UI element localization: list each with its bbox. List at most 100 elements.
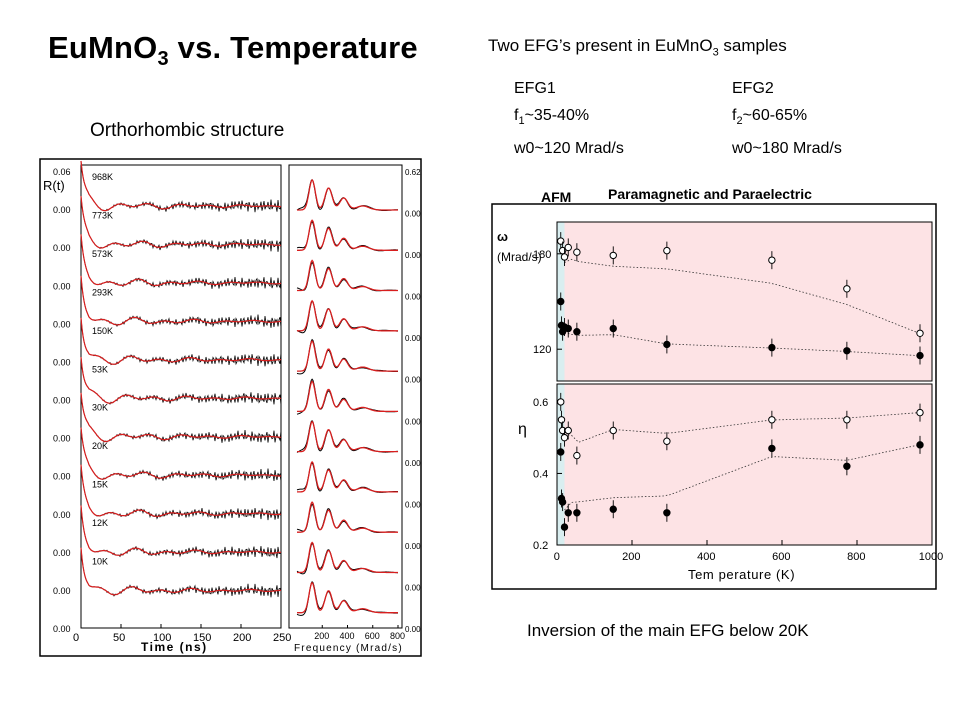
left-figure-frame [39, 158, 422, 657]
time-x-tick-label: 200 [233, 632, 251, 644]
trend-curve [564, 444, 918, 511]
open-data-point [564, 243, 572, 252]
x-tick-label: 600 [772, 551, 790, 563]
time-y-tick-label: 0.00 [53, 319, 71, 329]
filled-data-point [663, 340, 671, 349]
filled-data-point [573, 509, 581, 517]
frequency-fit-trace [297, 460, 398, 493]
frequency-y-tick-label: 0.62 [405, 168, 421, 177]
frequency-y-tick-label: 0.00 [405, 625, 421, 634]
efg2-name: EFG2 [732, 80, 774, 97]
time-x-tick-label: 150 [193, 632, 211, 644]
structure-label: Orthorhombic structure [90, 120, 285, 141]
filled-data-point [609, 324, 617, 333]
y-tick-label: 0.6 [533, 397, 548, 409]
filled-data-point [557, 297, 565, 306]
filled-data-point [557, 448, 565, 456]
efg1-name: EFG1 [514, 80, 556, 97]
frequency-fit-trace [297, 501, 398, 533]
efg1-fraction: f1~35-40% [514, 107, 590, 128]
x-tick-label: 200 [622, 551, 640, 563]
time-fit-trace [80, 317, 281, 365]
filled-data-point [843, 347, 851, 355]
afm-label: AFM [541, 189, 572, 205]
open-data-point [663, 437, 671, 445]
temperature-trace-label: 15K [92, 480, 108, 490]
temperature-trace-label: 20K [92, 441, 108, 451]
frequency-panel: 0.62 0.00 0.00 0.00 0.00 0.00 0.00 0.00 0.00 0.00… [296, 168, 421, 641]
y-tick-label: 180 [533, 249, 551, 261]
filled-data-point [768, 343, 776, 352]
frequency-fit-trace [297, 259, 398, 292]
x-tick-label: 800 [847, 551, 865, 563]
frequency-y-tick-label: 0.00 [405, 251, 421, 260]
temperature-trace-label: 12K [92, 518, 108, 528]
x-tick-label: 1000 [919, 551, 943, 563]
frequency-x-tick-label: 600 [365, 631, 380, 641]
filled-data-point [573, 328, 581, 336]
time-y-tick-label: 0.00 [53, 548, 71, 558]
open-data-point [768, 416, 776, 424]
open-data-point [557, 398, 565, 406]
time-panel-ylabel: R(t) [43, 178, 65, 193]
time-x-tick-label: 50 [113, 632, 125, 644]
frequency-y-tick-label: 0.00 [405, 583, 421, 592]
filled-data-point [558, 498, 567, 506]
time-fit-trace [80, 464, 282, 517]
frequency-fit-trace [297, 299, 398, 332]
frequency-y-tick-label: 0.00 [405, 459, 421, 468]
temperature-trace-label: 10K [92, 557, 108, 567]
time-y-tick-label: 0.00 [53, 434, 71, 444]
inversion-note: Inversion of the main EFG below 20K [527, 621, 809, 640]
time-y-tick-label: 0.00 [53, 510, 71, 520]
temperature-trace-label: 30K [92, 403, 108, 413]
trend-curve [564, 258, 918, 333]
frequency-y-tick-label: 0.00 [405, 293, 421, 302]
frequency-fit-trace [297, 380, 398, 413]
time-x-tick-label: 100 [153, 632, 171, 644]
time-fit-trace [80, 275, 282, 326]
temperature-trace-label: 150K [92, 326, 113, 336]
frequency-x-tick-label: 400 [340, 631, 355, 641]
open-data-point [557, 416, 566, 424]
efg-parameter-panels: 120 180 0.2 0.4 0.6 0 200 400 600 800 1000 [533, 221, 943, 563]
efg1-frequency: w0~120 Mrad/s [514, 140, 624, 158]
frequency-panel-frame [288, 164, 403, 629]
time-fit-trace [80, 160, 281, 212]
frequency-fit-trace [297, 541, 398, 574]
filled-data-point [916, 351, 924, 360]
temperature-trace-label: 53K [92, 364, 108, 374]
open-data-point [573, 248, 581, 256]
paramagnetic-label: Paramagnetic and Paraelectric [608, 186, 812, 202]
frequency-fit-trace [297, 178, 398, 211]
time-y-tick-label: 0.06 [53, 167, 71, 177]
time-y-tick-label: 0.00 [53, 586, 71, 596]
page-title: EuMnO3 vs. Temperature [48, 30, 418, 71]
efg2-block: EFG2 f2~60-65% w0~180 Mrad/s [732, 75, 842, 162]
frequency-fit-trace [297, 340, 398, 372]
filled-data-point [564, 509, 572, 517]
open-data-point [609, 251, 617, 260]
frequency-fit-trace [297, 219, 398, 251]
temperature-trace-label: 293K [92, 287, 113, 297]
time-fit-trace [80, 427, 281, 480]
time-fit-trace [80, 234, 282, 287]
filled-data-point [843, 462, 851, 470]
temperature-trace-label: 773K [92, 210, 113, 220]
open-data-point [560, 433, 569, 442]
open-data-point [916, 329, 924, 337]
eta-label: η [518, 421, 527, 438]
y-tick-label: 0.2 [533, 540, 548, 552]
efg1-block: EFG1 f1~35-40% w0~120 Mrad/s [514, 75, 624, 162]
frequency-y-tick-label: 0.00 [405, 542, 421, 551]
frequency-y-tick-label: 0.00 [405, 210, 421, 219]
open-data-point [609, 426, 617, 435]
time-y-tick-label: 0.00 [53, 281, 71, 291]
temperature-trace-label: 968K [92, 172, 113, 182]
frequency-y-tick-label: 0.00 [405, 500, 421, 509]
y-tick-label: 120 [533, 344, 551, 356]
open-data-point [768, 256, 776, 264]
time-panel: 0.06 0.00 0.00 0.00 0.00 0.00 0.00 0.00 0.00 0.00… [53, 160, 291, 644]
open-data-point [573, 451, 581, 460]
